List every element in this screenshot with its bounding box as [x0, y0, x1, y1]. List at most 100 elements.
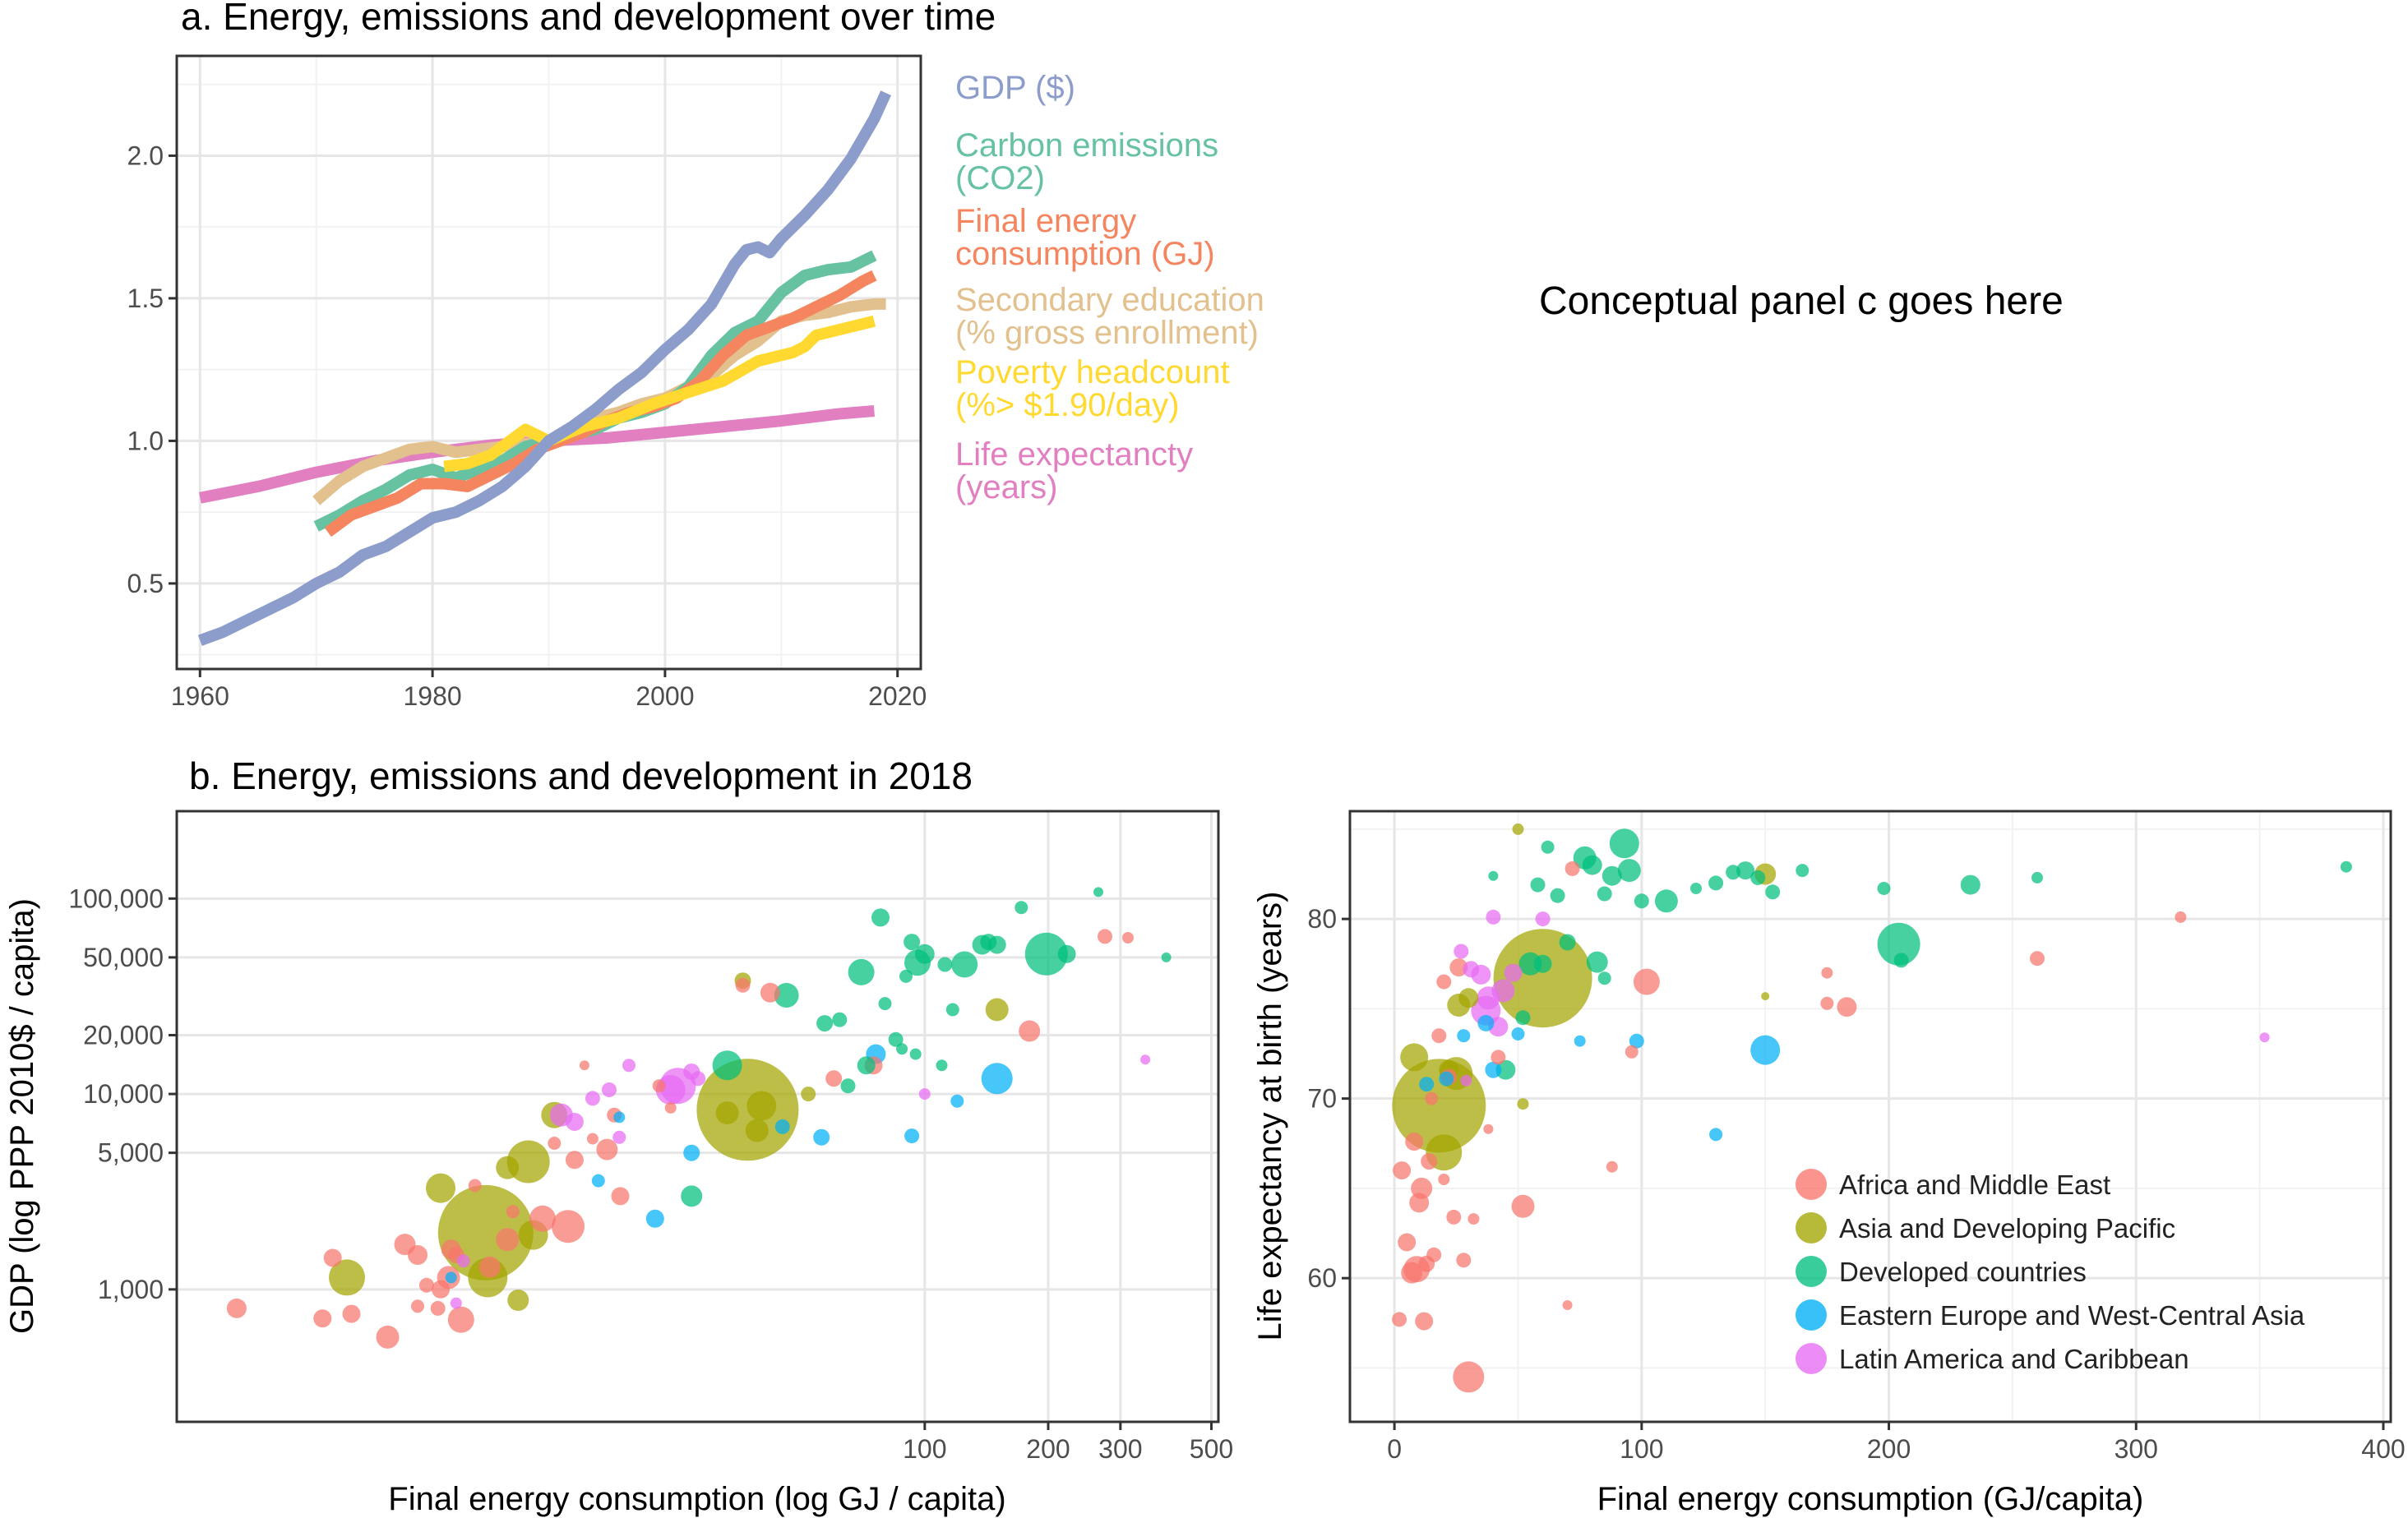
data-point [1601, 865, 1622, 886]
data-point [1485, 1061, 1502, 1078]
tick-label-y: 2.0 [127, 141, 164, 170]
legend-label: Eastern Europe and West-Central Asia [1839, 1300, 2305, 1331]
data-point [468, 1179, 482, 1193]
data-point [506, 1205, 520, 1219]
data-point [1460, 1074, 1472, 1087]
panel-b2: 0 100 200 300 400 60 70 80 Final energy consump… [1252, 810, 2406, 1517]
series-line [197, 90, 891, 646]
data-point [408, 1245, 428, 1265]
data-point [1122, 932, 1134, 944]
panel-b2-xlabel: Final energy consumption (GJ/capita) [1597, 1481, 2144, 1517]
data-point [1633, 968, 1660, 995]
data-point [1393, 1161, 1412, 1180]
data-point [1401, 1262, 1423, 1284]
panel-a-grid [177, 56, 921, 669]
data-point [945, 1003, 959, 1017]
legend-label: Developed countries [1839, 1257, 2087, 1287]
tick-label-x: 100 [903, 1434, 946, 1464]
data-point [342, 1304, 361, 1323]
tick-label-x: 200 [1026, 1434, 1070, 1464]
tick-label-x: 500 [1190, 1434, 1233, 1464]
data-point [681, 1185, 703, 1207]
panel-b1-ylabel: GDP (log PPP 2010$ / capita) [4, 898, 40, 1334]
tick-label-y: 80 [1307, 904, 1337, 934]
data-point [376, 1325, 400, 1349]
panel-b-title: b. Energy, emissions and development in … [189, 754, 973, 797]
data-point [918, 1088, 931, 1100]
data-point [1467, 1213, 1480, 1225]
data-point [565, 1151, 584, 1170]
data-point [888, 1031, 904, 1047]
data-point [1405, 1133, 1424, 1151]
panel-a-frame [175, 54, 922, 671]
tick-label-x: 100 [1620, 1434, 1663, 1464]
data-point [1606, 1160, 1618, 1173]
data-point [2175, 911, 2187, 923]
panel-b1-points [226, 887, 1172, 1349]
data-point [1463, 961, 1480, 978]
data-point [715, 1101, 739, 1125]
panel-b1-xlabel: Final energy consumption (log GJ / capit… [388, 1481, 1005, 1517]
data-point [1515, 1010, 1531, 1026]
tick-label-y: 0.5 [127, 569, 164, 598]
tick-label-x: 300 [1098, 1434, 1142, 1464]
data-point [813, 1128, 830, 1146]
data-point [329, 1259, 365, 1296]
data-point [1421, 1153, 1438, 1170]
data-point [585, 1091, 600, 1106]
data-point [1409, 1193, 1430, 1213]
tick-label-x: 2020 [868, 681, 927, 711]
tick-label-y: 1.0 [127, 426, 164, 455]
data-point [565, 1113, 584, 1131]
data-point [445, 1271, 457, 1284]
panel-b1-frame [175, 810, 1220, 1423]
data-point [825, 1070, 843, 1087]
panel-a-title: a. Energy, emissions and development ove… [181, 0, 996, 38]
data-point [1709, 1128, 1723, 1142]
data-point [1398, 1233, 1417, 1252]
data-point [1533, 954, 1552, 973]
data-point [936, 1059, 948, 1072]
data-point [612, 1130, 626, 1144]
data-point [1796, 864, 1809, 878]
data-point [1582, 855, 1602, 875]
data-point [1439, 1071, 1454, 1087]
data-point [1400, 1043, 1429, 1072]
data-point [1559, 934, 1576, 951]
data-point [1708, 875, 1724, 891]
data-point [652, 1079, 666, 1093]
data-point [1454, 944, 1469, 959]
data-point [1446, 1209, 1462, 1225]
data-point [596, 1138, 618, 1160]
data-point [478, 1256, 501, 1278]
data-point [1690, 883, 1702, 894]
legend-label: (% gross enrollment) [955, 315, 1259, 351]
data-point [579, 1060, 589, 1071]
data-point [1426, 1247, 1442, 1262]
data-point [586, 1133, 599, 1145]
legend-label: (years) [955, 469, 1057, 505]
series-line [443, 315, 876, 473]
tick-label-x: 0 [1387, 1434, 1402, 1464]
data-point [529, 1205, 556, 1232]
tick-label-x: 1980 [404, 681, 462, 711]
data-point [1629, 1033, 1644, 1049]
data-point [1495, 1059, 1516, 1080]
data-point [456, 1254, 470, 1268]
data-point [1488, 870, 1499, 881]
data-point [745, 1119, 769, 1142]
panel-b2-grid [1350, 811, 2391, 1422]
data-point [857, 1056, 876, 1075]
data-point [552, 1210, 585, 1243]
data-point [980, 934, 997, 951]
data-point [1541, 840, 1555, 854]
data-point [1415, 1312, 1434, 1331]
data-point [712, 1050, 742, 1081]
panel-b1-ticks: 100 200 300 500 1,000 5,000 10,000 20,000 50,000… [68, 884, 1233, 1464]
data-point [1654, 889, 1678, 913]
data-point [1486, 909, 1501, 925]
panel-a-ticks: 1960 1980 2000 2020 0.5 1.0 1.5 2.0 [127, 141, 927, 711]
data-point [1491, 1050, 1506, 1065]
data-point [1597, 886, 1612, 902]
